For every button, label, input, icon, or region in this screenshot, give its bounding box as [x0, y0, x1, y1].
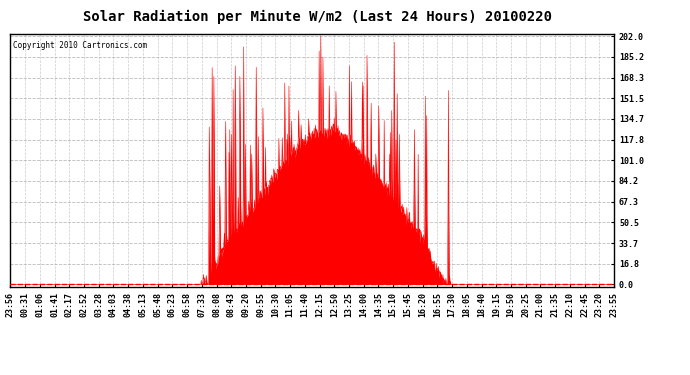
Text: Copyright 2010 Cartronics.com: Copyright 2010 Cartronics.com [13, 41, 148, 50]
Text: Solar Radiation per Minute W/m2 (Last 24 Hours) 20100220: Solar Radiation per Minute W/m2 (Last 24… [83, 9, 552, 24]
